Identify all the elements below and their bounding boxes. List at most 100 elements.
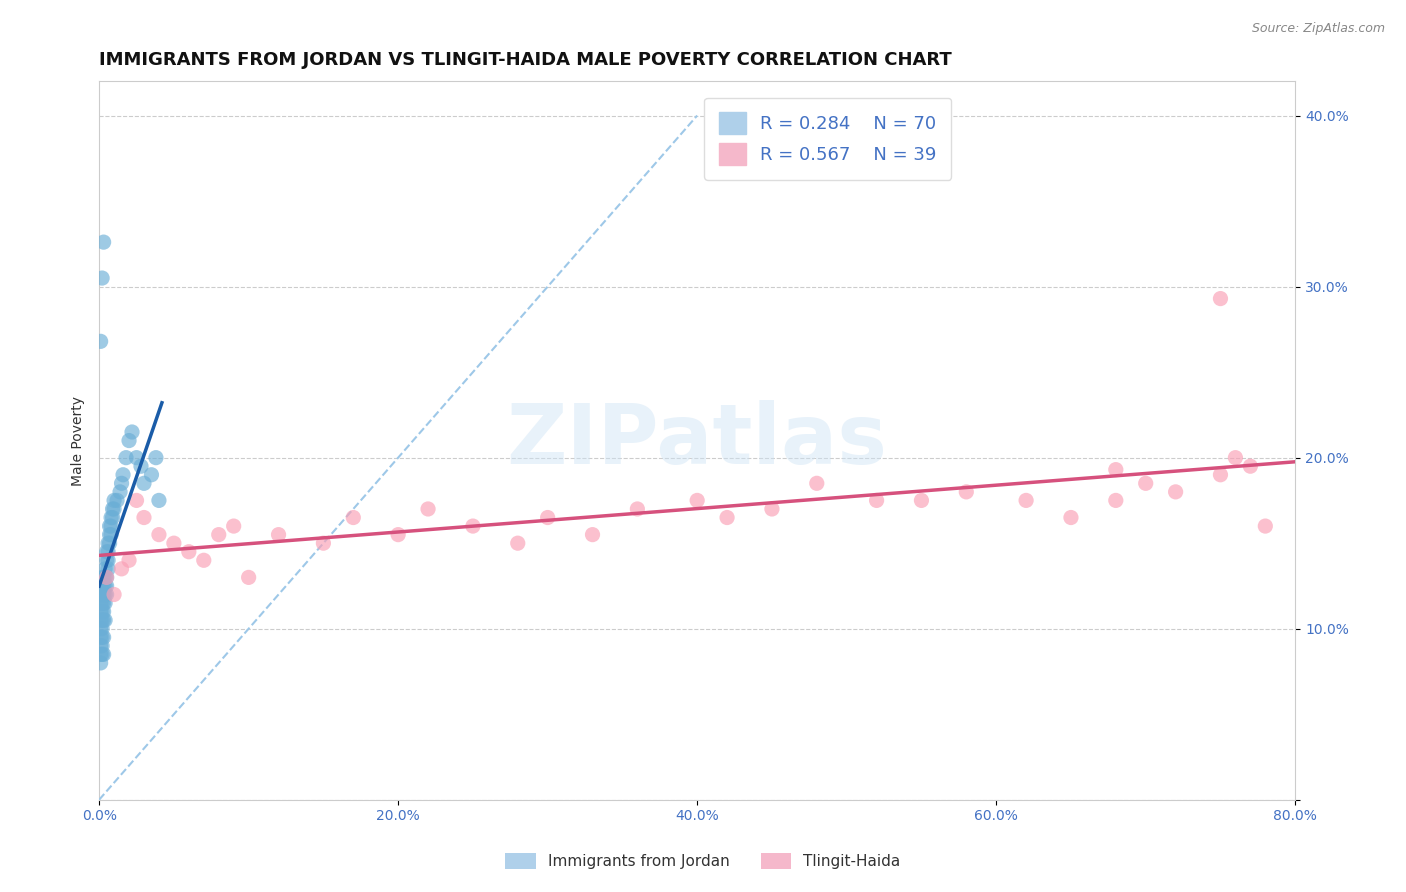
Point bbox=[93, 587, 115, 601]
Point bbox=[91, 605, 114, 619]
Point bbox=[461, 519, 484, 533]
Point bbox=[1209, 292, 1232, 306]
Point bbox=[716, 510, 738, 524]
Point bbox=[96, 553, 118, 567]
Point bbox=[91, 596, 114, 610]
Point bbox=[1254, 519, 1277, 533]
Point bbox=[96, 587, 118, 601]
Point bbox=[238, 570, 260, 584]
Point bbox=[865, 493, 887, 508]
Point bbox=[1164, 484, 1187, 499]
Point bbox=[97, 536, 120, 550]
Point bbox=[416, 502, 439, 516]
Point bbox=[90, 579, 112, 593]
Point bbox=[90, 605, 112, 619]
Point bbox=[626, 502, 648, 516]
Point bbox=[94, 613, 117, 627]
Point bbox=[132, 476, 155, 491]
Point bbox=[163, 536, 186, 550]
Point bbox=[97, 545, 120, 559]
Text: ZIPatlas: ZIPatlas bbox=[506, 400, 887, 481]
Point bbox=[94, 562, 117, 576]
Point bbox=[506, 536, 529, 550]
Point bbox=[93, 605, 115, 619]
Point bbox=[98, 536, 121, 550]
Point bbox=[91, 648, 114, 662]
Point bbox=[1209, 467, 1232, 482]
Point bbox=[96, 579, 118, 593]
Point bbox=[177, 545, 200, 559]
Point bbox=[100, 519, 122, 533]
Point bbox=[100, 527, 122, 541]
Point bbox=[118, 553, 141, 567]
Point bbox=[93, 579, 115, 593]
Point bbox=[94, 596, 117, 610]
Point bbox=[208, 527, 231, 541]
Point bbox=[1105, 493, 1128, 508]
Point bbox=[94, 587, 117, 601]
Point bbox=[761, 502, 783, 516]
Point bbox=[91, 622, 114, 636]
Point bbox=[93, 570, 115, 584]
Point bbox=[90, 587, 112, 601]
Point bbox=[91, 579, 114, 593]
Point bbox=[108, 484, 131, 499]
Point bbox=[93, 648, 115, 662]
Point bbox=[105, 493, 128, 508]
Point bbox=[90, 656, 112, 670]
Point bbox=[91, 587, 114, 601]
Text: Source: ZipAtlas.com: Source: ZipAtlas.com bbox=[1251, 22, 1385, 36]
Point bbox=[110, 476, 132, 491]
Y-axis label: Male Poverty: Male Poverty bbox=[72, 395, 86, 485]
Point bbox=[125, 493, 148, 508]
Point bbox=[537, 510, 560, 524]
Point bbox=[90, 639, 112, 653]
Point bbox=[145, 450, 167, 465]
Point bbox=[129, 459, 152, 474]
Point bbox=[98, 527, 121, 541]
Point bbox=[1135, 476, 1157, 491]
Point bbox=[1225, 450, 1247, 465]
Point bbox=[1239, 459, 1261, 474]
Point bbox=[101, 510, 124, 524]
Point bbox=[222, 519, 245, 533]
Point bbox=[132, 510, 155, 524]
Point bbox=[103, 502, 125, 516]
Point bbox=[118, 434, 141, 448]
Point bbox=[141, 467, 163, 482]
Point bbox=[96, 545, 118, 559]
Point bbox=[125, 450, 148, 465]
Point bbox=[312, 536, 335, 550]
Point bbox=[581, 527, 603, 541]
Point bbox=[98, 519, 121, 533]
Point bbox=[91, 630, 114, 644]
Point bbox=[91, 639, 114, 653]
Point bbox=[93, 235, 115, 249]
Point bbox=[90, 613, 112, 627]
Point bbox=[93, 630, 115, 644]
Point bbox=[686, 493, 709, 508]
Point bbox=[103, 493, 125, 508]
Point bbox=[1015, 493, 1038, 508]
Point bbox=[96, 570, 118, 584]
Point bbox=[90, 622, 112, 636]
Point bbox=[148, 527, 170, 541]
Point bbox=[193, 553, 215, 567]
Text: IMMIGRANTS FROM JORDAN VS TLINGIT-HAIDA MALE POVERTY CORRELATION CHART: IMMIGRANTS FROM JORDAN VS TLINGIT-HAIDA … bbox=[100, 51, 952, 69]
Point bbox=[148, 493, 170, 508]
Point bbox=[955, 484, 977, 499]
Point bbox=[910, 493, 932, 508]
Point bbox=[267, 527, 290, 541]
Point bbox=[121, 425, 143, 439]
Point bbox=[1060, 510, 1083, 524]
Point bbox=[100, 510, 122, 524]
Point bbox=[103, 587, 125, 601]
Point bbox=[91, 271, 114, 285]
Point bbox=[93, 613, 115, 627]
Point bbox=[806, 476, 828, 491]
Point bbox=[112, 467, 135, 482]
Point bbox=[110, 562, 132, 576]
Point bbox=[101, 502, 124, 516]
Point bbox=[91, 613, 114, 627]
Point bbox=[387, 527, 409, 541]
